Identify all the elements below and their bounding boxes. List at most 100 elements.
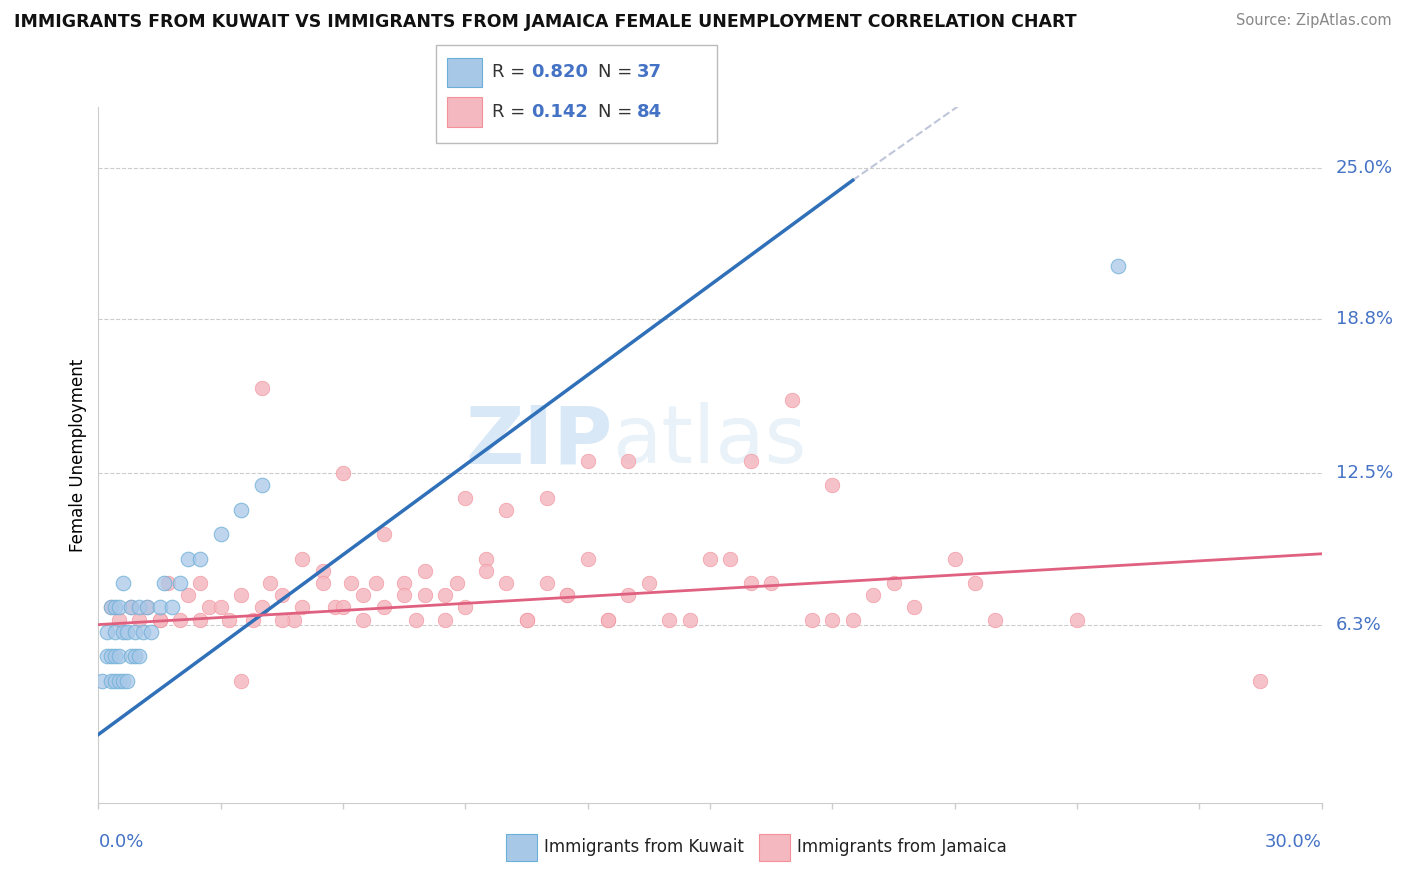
Point	[188, 551, 212, 566]
Point	[821, 478, 844, 492]
Point	[96, 624, 118, 639]
Point	[91, 673, 114, 688]
Point	[576, 551, 599, 566]
Point	[96, 649, 118, 664]
Point	[160, 600, 183, 615]
Point	[413, 588, 436, 602]
Text: Source: ZipAtlas.com: Source: ZipAtlas.com	[1236, 13, 1392, 29]
Point	[120, 600, 142, 615]
Point	[312, 576, 335, 591]
Text: 12.5%: 12.5%	[1336, 464, 1393, 483]
Point	[242, 613, 264, 627]
Point	[209, 600, 232, 615]
Point	[120, 649, 142, 664]
Point	[259, 576, 281, 591]
Point	[283, 613, 305, 627]
Point	[156, 576, 179, 591]
Text: 6.3%: 6.3%	[1336, 615, 1381, 633]
Point	[474, 551, 498, 566]
Point	[352, 613, 374, 627]
Point	[231, 673, 253, 688]
Point	[100, 600, 122, 615]
Point	[250, 381, 273, 395]
Point	[100, 673, 122, 688]
Point	[576, 454, 599, 468]
Point	[699, 551, 721, 566]
Text: 25.0%: 25.0%	[1336, 159, 1393, 178]
Point	[761, 576, 783, 591]
Point	[536, 491, 558, 505]
Point	[115, 624, 138, 639]
Point	[111, 576, 134, 591]
Point	[617, 454, 640, 468]
Point	[128, 600, 150, 615]
Point	[364, 576, 387, 591]
Point	[111, 624, 134, 639]
Point	[718, 551, 742, 566]
Point	[100, 600, 122, 615]
Point	[555, 588, 579, 602]
Point	[141, 624, 163, 639]
Point	[291, 600, 314, 615]
Point	[209, 527, 232, 541]
Point	[128, 613, 150, 627]
Point	[149, 613, 172, 627]
Point	[965, 576, 987, 591]
Text: R =: R =	[492, 63, 526, 81]
Point	[598, 613, 620, 627]
Point	[332, 467, 354, 481]
Point	[801, 613, 824, 627]
Point	[231, 503, 253, 517]
Point	[637, 576, 661, 591]
Point	[516, 613, 538, 627]
Point	[862, 588, 884, 602]
Point	[516, 613, 538, 627]
Text: 37: 37	[637, 63, 662, 81]
Point	[413, 564, 436, 578]
Point	[446, 576, 468, 591]
Point	[136, 600, 159, 615]
Point	[392, 588, 416, 602]
Text: Immigrants from Jamaica: Immigrants from Jamaica	[797, 838, 1007, 856]
Point	[617, 588, 640, 602]
Point	[149, 613, 172, 627]
Point	[555, 588, 579, 602]
Point	[495, 503, 517, 517]
Point	[883, 576, 905, 591]
Text: 0.142: 0.142	[531, 103, 588, 121]
Point	[405, 613, 427, 627]
Point	[132, 624, 155, 639]
Text: atlas: atlas	[612, 402, 807, 480]
Point	[108, 600, 131, 615]
Text: 18.8%: 18.8%	[1336, 310, 1392, 328]
Point	[474, 564, 498, 578]
Point	[598, 613, 620, 627]
Point	[270, 588, 294, 602]
Point	[903, 600, 925, 615]
Text: 30.0%: 30.0%	[1265, 833, 1322, 851]
Point	[108, 673, 131, 688]
Point	[124, 649, 146, 664]
Text: Immigrants from Kuwait: Immigrants from Kuwait	[544, 838, 744, 856]
Point	[454, 491, 477, 505]
Point	[340, 576, 363, 591]
Text: 0.0%: 0.0%	[98, 833, 143, 851]
Point	[373, 600, 395, 615]
Text: R =: R =	[492, 103, 526, 121]
Point	[104, 600, 127, 615]
Point	[495, 576, 517, 591]
Point	[740, 576, 762, 591]
Point	[231, 588, 253, 602]
Point	[780, 392, 803, 407]
Point	[740, 454, 762, 468]
Text: 0.820: 0.820	[531, 63, 589, 81]
Point	[434, 613, 457, 627]
Y-axis label: Female Unemployment: Female Unemployment	[69, 359, 87, 551]
Point	[332, 600, 354, 615]
Point	[104, 649, 127, 664]
Point	[177, 588, 200, 602]
Point	[392, 576, 416, 591]
Point	[536, 576, 558, 591]
Point	[1066, 613, 1088, 627]
Text: IMMIGRANTS FROM KUWAIT VS IMMIGRANTS FROM JAMAICA FEMALE UNEMPLOYMENT CORRELATIO: IMMIGRANTS FROM KUWAIT VS IMMIGRANTS FRO…	[14, 13, 1077, 31]
